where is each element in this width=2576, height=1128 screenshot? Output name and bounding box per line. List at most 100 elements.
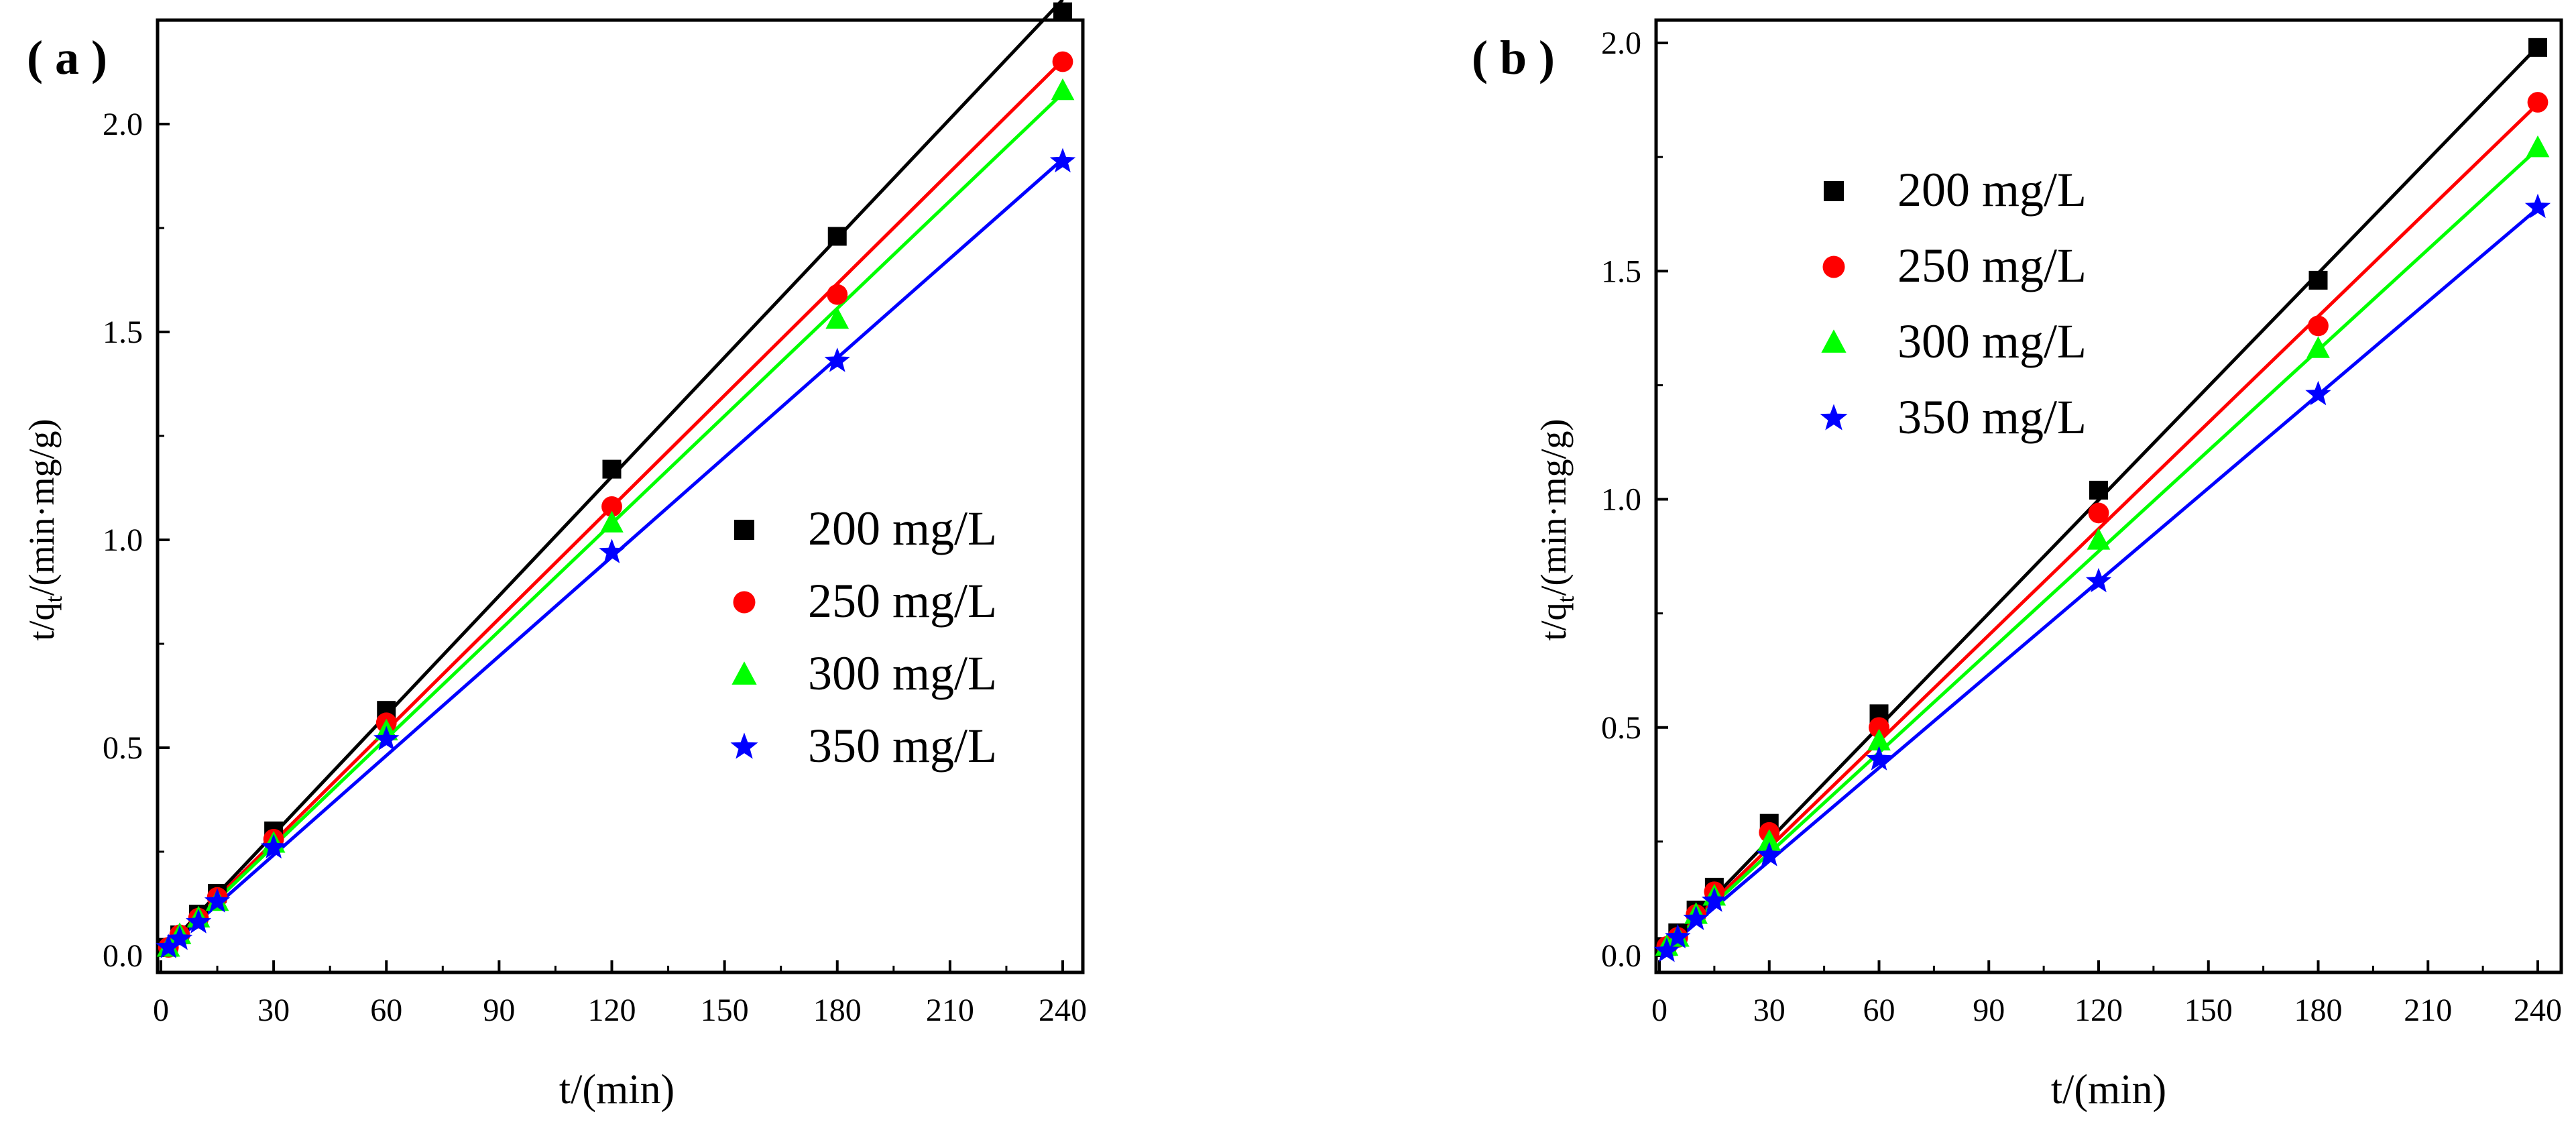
data-point: [1683, 905, 1709, 930]
x-tick-label: 210: [2404, 993, 2452, 1028]
legend-marker: [1821, 329, 1847, 353]
x-tick-label: 180: [2294, 993, 2343, 1028]
axis-ticks: 0 30 60 90 120 150 180 210 240 0.0 0.5 1.0 1.5 2.0: [1601, 25, 2562, 1028]
legend-label: 300 mg/L: [1897, 315, 2087, 368]
y-tick-label: 0.0: [1601, 938, 1641, 974]
y-axis-label: t/qt/(min·mg/g): [21, 419, 67, 641]
data-point: [2528, 38, 2547, 57]
data-point: [2305, 380, 2331, 406]
legend: 200 mg/L 250 mg/L 300 mg/L 350 mg/L: [1820, 163, 2087, 444]
data-point: [599, 539, 625, 563]
legend-marker: [1824, 181, 1844, 201]
data-point: [185, 909, 212, 934]
data-point: [2527, 92, 2549, 113]
data-point: [1665, 923, 1691, 949]
y-tick-label: 2.0: [103, 107, 143, 142]
legend-marker: [734, 520, 754, 540]
x-tick-label: 60: [370, 993, 402, 1028]
data-point: [1052, 51, 1073, 72]
data-point: [2087, 528, 2111, 550]
data-points: [1653, 38, 2551, 962]
legend: 200 mg/L 250 mg/L 300 mg/L 350 mg/L: [730, 502, 997, 773]
legend-label: 350 mg/L: [1897, 390, 2087, 444]
y-tick-label: 1.5: [103, 315, 143, 350]
data-point: [1756, 842, 1782, 866]
data-point: [1653, 938, 1680, 962]
legend-label: 200 mg/L: [808, 502, 997, 555]
legend-label: 200 mg/L: [1897, 163, 2087, 217]
axis-ticks: 0 30 60 90 120 150 180 210 240 0.0 0.5 1.0 1.5 2.0: [103, 107, 1087, 1028]
data-point: [825, 306, 850, 329]
data-point: [1051, 78, 1075, 101]
legend-marker: [1820, 404, 1848, 431]
data-point: [1701, 887, 1727, 912]
x-tick-label: 180: [813, 993, 862, 1028]
panel-b: ( b ) t/(min) t/qt/(min·mg/g) 0 30 60 90 120…: [1472, 18, 2563, 1113]
data-point: [1869, 717, 1889, 738]
x-tick-label: 60: [1863, 993, 1895, 1028]
x-tick-label: 30: [257, 993, 290, 1028]
data-point: [1049, 148, 1076, 173]
data-point: [2089, 480, 2108, 500]
legend-marker: [1822, 256, 1845, 278]
y-tick-label: 1.0: [103, 522, 143, 558]
panel-label: ( a ): [27, 31, 107, 84]
data-point: [2088, 502, 2109, 524]
x-tick-label: 240: [1039, 993, 1087, 1028]
x-tick-label: 150: [701, 993, 749, 1028]
data-point: [827, 227, 847, 246]
data-point: [1866, 746, 1892, 771]
data-point: [2308, 270, 2328, 290]
y-tick-label: 0.0: [103, 938, 143, 974]
panel-label: ( b ): [1472, 31, 1555, 84]
x-tick-label: 0: [153, 993, 169, 1028]
data-point: [2526, 135, 2550, 158]
data-point: [156, 934, 182, 958]
plot-frame: [156, 18, 1085, 974]
y-tick-label: 1.5: [1601, 253, 1641, 289]
data-point: [2085, 567, 2112, 593]
y-tick-label: 0.5: [1601, 710, 1641, 746]
x-tick-label: 120: [588, 993, 636, 1028]
data-points: [156, 2, 1076, 958]
x-tick-label: 90: [483, 993, 515, 1028]
data-point: [827, 284, 848, 305]
legend-marker: [731, 661, 757, 685]
x-tick-label: 120: [2074, 993, 2123, 1028]
x-tick-label: 210: [926, 993, 974, 1028]
data-point: [2524, 193, 2551, 219]
x-tick-label: 90: [1973, 993, 2005, 1028]
x-tick-label: 30: [1753, 993, 1785, 1028]
data-point: [601, 496, 622, 517]
legend-label: 300 mg/L: [808, 646, 997, 700]
data-point: [1867, 728, 1891, 751]
legend-marker: [733, 591, 756, 614]
data-point: [1757, 829, 1781, 851]
data-point: [204, 888, 231, 913]
x-tick-label: 240: [2514, 993, 2562, 1028]
data-point: [1053, 2, 1072, 21]
legend-marker: [730, 732, 758, 759]
legend-label: 350 mg/L: [808, 719, 997, 773]
data-point: [166, 925, 193, 950]
data-point: [2308, 315, 2329, 337]
plot-frame: [1654, 18, 2563, 974]
legend-label: 250 mg/L: [1897, 239, 2087, 292]
panel-a: ( a ) t/(min) t/qt/(min·mg/g) 0 30 60 90 120…: [21, 0, 1087, 1113]
data-point: [600, 510, 624, 533]
x-tick-label: 0: [1651, 993, 1667, 1028]
y-tick-label: 0.5: [103, 730, 143, 766]
legend-label: 250 mg/L: [808, 574, 997, 628]
x-axis-label: t/(min): [559, 1067, 675, 1113]
data-point: [2306, 336, 2330, 358]
data-point: [373, 726, 400, 750]
y-tick-label: 1.0: [1601, 482, 1641, 518]
y-axis-label: t/qt/(min·mg/g): [1533, 419, 1579, 641]
y-tick-label: 2.0: [1601, 25, 1641, 61]
fit-line-250-mg-l: [1665, 103, 2539, 948]
x-axis-label: t/(min): [2051, 1067, 2166, 1113]
data-point: [602, 459, 622, 479]
x-tick-label: 150: [2184, 993, 2233, 1028]
data-point: [824, 347, 850, 372]
